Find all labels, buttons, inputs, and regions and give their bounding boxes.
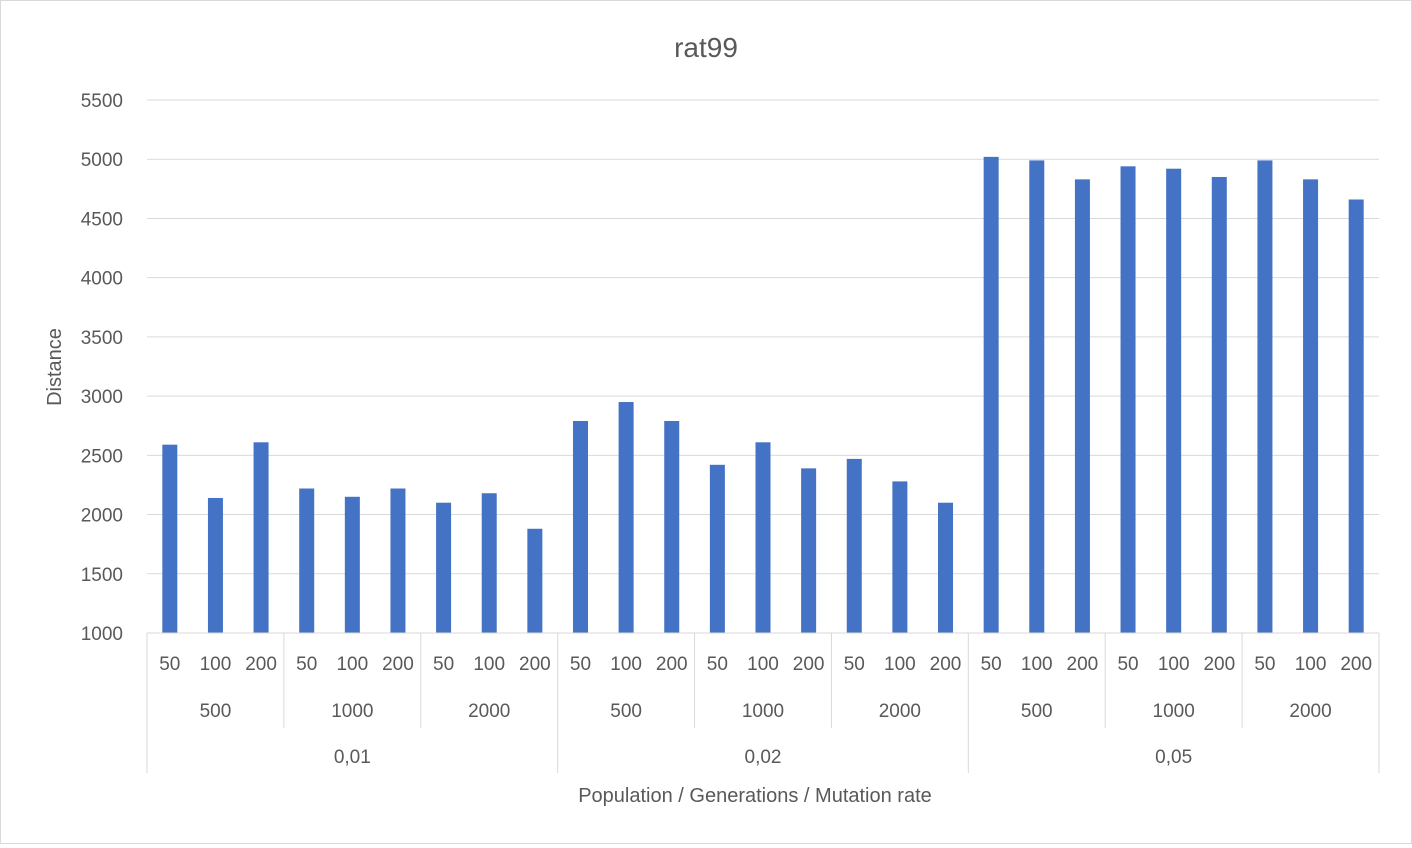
y-tick-label: 5000	[81, 150, 123, 171]
bar	[938, 502, 954, 633]
bar	[664, 420, 680, 633]
x-tick-label: 100	[1158, 654, 1190, 675]
x-group-label: 500	[1021, 701, 1053, 722]
x-axis: 50 100 200 50 100 200 50 100 200 50 100 200 50 100 200…	[146, 632, 1380, 773]
x-group-label: 1000	[742, 701, 784, 722]
y-tick-label: 1000	[81, 624, 123, 645]
x-tick-label: 50	[296, 654, 317, 675]
x-tick-label: 200	[1203, 654, 1235, 675]
x-tick-label: 100	[747, 654, 779, 675]
bar	[983, 156, 999, 633]
bar	[618, 402, 634, 633]
bar	[755, 442, 771, 633]
x-tick-label: 100	[610, 654, 642, 675]
x-tick-label: 100	[473, 654, 505, 675]
bar	[846, 458, 862, 633]
y-axis-ticks: 1000 1500 2000 2500 3000 3500 4000 4500 5000 5500	[81, 91, 123, 645]
bar	[162, 444, 178, 633]
x-supergroup-label: 0,05	[1155, 747, 1192, 768]
chart-title: rat99	[674, 32, 738, 63]
x-tick-label: 200	[1340, 654, 1372, 675]
x-tick-label: 50	[844, 654, 865, 675]
x-supergroup-label: 0,01	[334, 747, 371, 768]
x-group-label: 1000	[331, 701, 373, 722]
x-group-label: 2000	[1289, 701, 1331, 722]
x-tick-label: 100	[884, 654, 916, 675]
x-tick-label: 50	[433, 654, 454, 675]
bar	[1074, 179, 1090, 633]
bar	[436, 502, 452, 633]
x-tick-label: 50	[981, 654, 1002, 675]
x-supergroup-label: 0,02	[745, 747, 782, 768]
x-tick-label: 50	[159, 654, 180, 675]
y-axis-title: Distance	[44, 328, 66, 406]
x-group-label: 2000	[468, 701, 510, 722]
y-tick-label: 3000	[81, 387, 123, 408]
y-tick-label: 3500	[81, 328, 123, 349]
y-tick-label: 5500	[81, 91, 123, 112]
bar	[390, 488, 406, 633]
y-tick-label: 2500	[81, 446, 123, 467]
bar	[1303, 179, 1319, 633]
x-tick-label: 200	[930, 654, 962, 675]
bar	[1257, 160, 1273, 633]
x-tick-label: 200	[1067, 654, 1099, 675]
x-tick-label: 100	[1295, 654, 1327, 675]
bar	[299, 488, 315, 633]
x-group-label: 500	[610, 701, 642, 722]
x-tick-label: 100	[336, 654, 368, 675]
x-tick-label: 200	[245, 654, 277, 675]
bar	[801, 468, 817, 633]
x-tick-label: 50	[1254, 654, 1275, 675]
x-tick-label: 200	[519, 654, 551, 675]
x-group-label: 2000	[879, 701, 921, 722]
x-group-label: 500	[200, 701, 232, 722]
x-tick-label: 100	[200, 654, 232, 675]
x-tick-label: 50	[707, 654, 728, 675]
y-tick-label: 4500	[81, 209, 123, 230]
x-tick-label: 50	[1117, 654, 1138, 675]
y-tick-label: 2000	[81, 506, 123, 527]
x-tick-label: 200	[656, 654, 688, 675]
x-tick-label: 100	[1021, 654, 1053, 675]
x-tick-label: 200	[382, 654, 414, 675]
y-tick-label: 4000	[81, 269, 123, 290]
bar	[1211, 176, 1227, 633]
bar	[344, 496, 360, 633]
y-tick-label: 1500	[81, 565, 123, 586]
x-tick-label: 50	[570, 654, 591, 675]
bar	[1120, 166, 1136, 633]
bar	[481, 493, 497, 633]
x-axis-title: Population / Generations / Mutation rate	[578, 785, 932, 807]
x-tick-label: 200	[793, 654, 825, 675]
bars	[162, 156, 1364, 633]
bar	[892, 481, 908, 633]
bar	[527, 528, 543, 633]
bar	[1166, 168, 1182, 633]
bar	[253, 442, 269, 633]
x-group-label: 1000	[1153, 701, 1195, 722]
bar	[709, 464, 725, 633]
bar	[572, 420, 588, 633]
bar	[207, 497, 223, 633]
bar	[1348, 199, 1364, 633]
bar	[1029, 160, 1045, 633]
